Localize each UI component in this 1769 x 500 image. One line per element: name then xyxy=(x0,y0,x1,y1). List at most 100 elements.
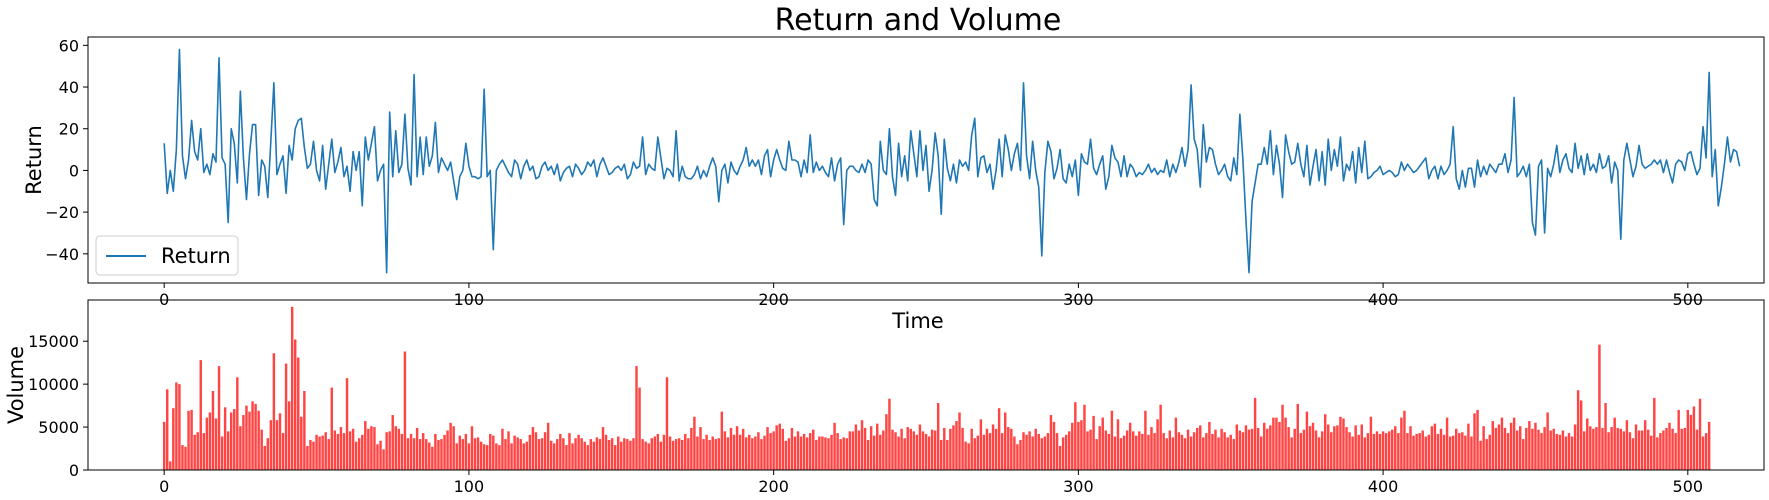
volume-bar xyxy=(370,426,373,470)
volume-bar xyxy=(1427,434,1431,470)
volume-bar xyxy=(287,401,291,470)
volume-bar xyxy=(373,427,376,470)
volume-bar xyxy=(775,425,778,470)
volume-bar xyxy=(1455,428,1458,470)
volume-bar xyxy=(193,434,196,470)
volume-bar xyxy=(1512,417,1516,470)
volume-bar xyxy=(208,412,212,470)
volume-bar xyxy=(492,435,495,470)
volume-bar xyxy=(1110,410,1114,470)
return-x-axis-label: Time xyxy=(891,309,943,333)
volume-bar xyxy=(641,439,644,470)
volume-bar xyxy=(967,443,970,470)
volume-bar xyxy=(428,442,431,470)
volume-bar xyxy=(869,426,873,470)
volume-bar xyxy=(894,432,897,470)
return-y-axis-label: Return xyxy=(22,125,46,195)
volume-bar xyxy=(620,441,623,470)
volume-bar xyxy=(879,434,882,470)
volume-bar xyxy=(1540,433,1543,470)
volume-bar xyxy=(1037,433,1040,470)
volume-bar xyxy=(577,434,580,470)
volume-bar xyxy=(708,439,711,470)
volume-bar xyxy=(1342,418,1345,470)
volume-bar xyxy=(1031,436,1034,470)
volume-bar xyxy=(1308,426,1312,470)
volume-bar xyxy=(1537,429,1540,470)
volume-bar xyxy=(1391,429,1394,470)
volume-bar xyxy=(681,439,684,470)
volume-bar xyxy=(1686,409,1690,470)
volume-bar xyxy=(1007,427,1010,470)
volume-bar xyxy=(421,433,425,470)
volume-bar xyxy=(1589,426,1592,470)
volume-bar xyxy=(1138,431,1141,470)
volume-bar xyxy=(1199,425,1202,470)
volume-bar xyxy=(266,438,270,470)
volume-bar xyxy=(1354,425,1357,470)
volume-bar xyxy=(1476,409,1479,470)
volume-bar xyxy=(1561,430,1565,470)
volume-bar xyxy=(1692,406,1696,470)
volume-bar xyxy=(367,428,370,470)
volume-bar xyxy=(275,420,279,470)
volume-bar xyxy=(476,437,480,470)
volume-bar xyxy=(553,443,556,470)
volume-bar xyxy=(479,441,483,470)
volume-bar xyxy=(1351,436,1354,470)
volume-bar xyxy=(1122,435,1126,470)
volume-bar xyxy=(885,414,888,470)
volume-bar xyxy=(933,430,937,470)
volume-bar xyxy=(915,434,919,470)
volume-bar xyxy=(970,428,973,470)
volume-bar xyxy=(1488,434,1491,470)
volume-bar xyxy=(1543,427,1546,470)
volume-bar xyxy=(233,409,236,470)
volume-x-axis: 0 100 200 300 400 500 xyxy=(159,470,1703,496)
volume-bar xyxy=(1558,434,1562,470)
volume-bar xyxy=(1598,344,1601,470)
volume-bar xyxy=(482,444,486,470)
volume-bar xyxy=(397,428,401,470)
volume-bar xyxy=(860,420,864,470)
volume-bar xyxy=(1461,432,1464,470)
volume-bar xyxy=(714,439,717,470)
volume-bar xyxy=(1491,421,1495,470)
volume-bar xyxy=(1381,431,1385,470)
volume-bar xyxy=(568,433,571,470)
volume-bar xyxy=(1628,432,1632,470)
volume-bar xyxy=(888,398,891,470)
volume-bar xyxy=(1622,431,1626,470)
volume-bar xyxy=(586,445,589,470)
volume-bar xyxy=(1378,433,1382,470)
volume-bar xyxy=(1619,428,1622,470)
volume-bar xyxy=(220,436,224,470)
volume-bar xyxy=(1531,428,1534,470)
volume-bar xyxy=(1656,437,1659,470)
volume-bar xyxy=(1202,437,1205,470)
volume-bar xyxy=(226,431,230,470)
volume-bar xyxy=(1183,438,1187,470)
volume-bar xyxy=(1665,427,1668,470)
volume-bar xyxy=(1522,439,1525,470)
volume-bar xyxy=(1406,433,1409,470)
volume-bar xyxy=(705,434,708,470)
volume-bar xyxy=(1314,430,1318,470)
volume-bar xyxy=(458,435,461,470)
volume-bar xyxy=(1467,423,1470,470)
volume-bar xyxy=(348,431,352,470)
volume-bar xyxy=(406,438,410,470)
volume-bar xyxy=(297,357,300,470)
volume-bar xyxy=(190,409,193,470)
volume-bar xyxy=(549,440,553,470)
volume-bar xyxy=(793,436,797,470)
volume-bar xyxy=(1500,417,1504,470)
volume-y-tick-label: 0 xyxy=(69,461,79,480)
volume-bar xyxy=(202,433,206,470)
volume-bar xyxy=(178,384,181,470)
volume-bar xyxy=(1013,436,1016,470)
chart-title: Return and Volume xyxy=(775,3,1062,38)
volume-bar xyxy=(623,438,626,470)
volume-bar xyxy=(598,439,602,470)
